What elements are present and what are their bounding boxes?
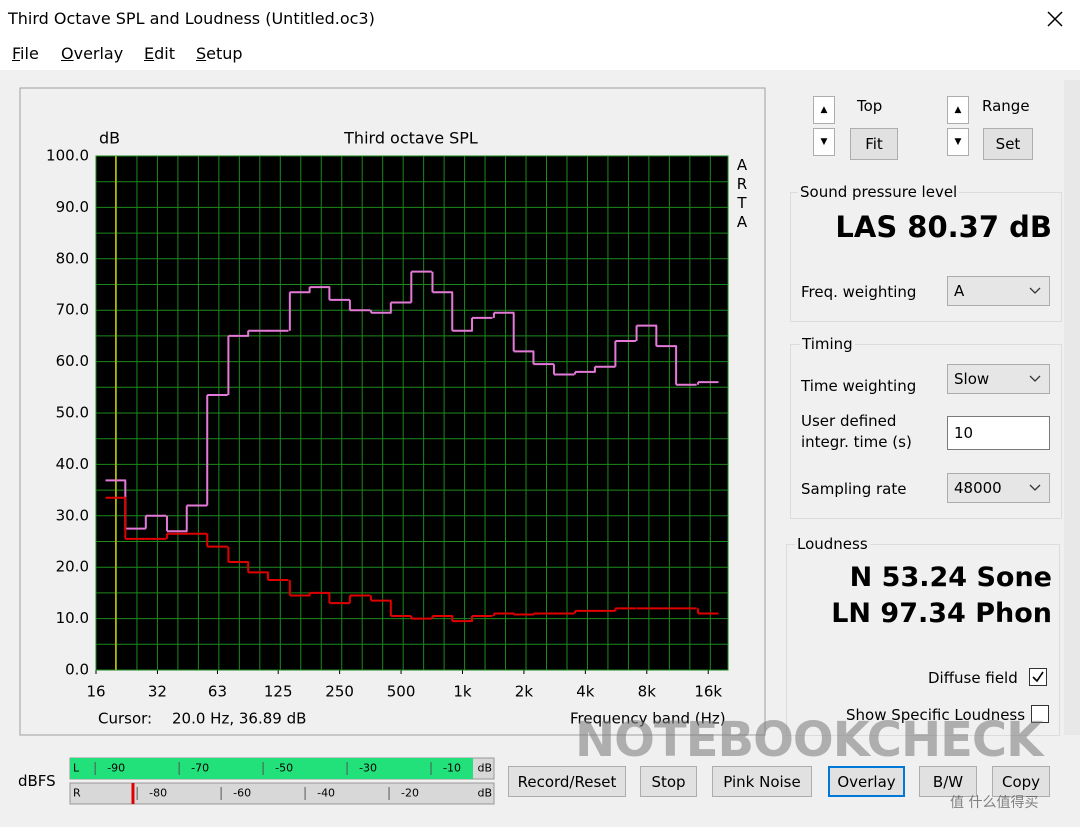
x-tick-label: 1k [453,683,472,701]
button[interactable]: B/W [919,766,977,797]
menu-item[interactable]: Edit [144,44,175,63]
spin-down[interactable]: ▼ [947,128,969,156]
meter-channel: R [73,787,81,800]
meter-tick-label: -30 [359,762,377,775]
group-title: Timing [800,335,855,353]
button[interactable]: Record/Reset [508,766,626,797]
x-tick-label: 500 [387,683,416,701]
spin-up[interactable]: ▲ [813,96,835,124]
checkbox-label: Diffuse field [928,669,1018,687]
y-tick-label: 60.0 [56,352,89,370]
y-tick-label: 80.0 [56,249,89,267]
meter-tick-label: -40 [317,787,335,800]
select-value: A [954,282,965,300]
meter-track [69,782,495,805]
y-tick-label: 40.0 [56,455,89,473]
y-tick-label: 0.0 [65,661,89,679]
x-tick-label: 16 [86,683,105,701]
time-weighting-select[interactable]: Slow [947,364,1050,394]
meter-end-label: dB [477,787,492,800]
menu-bar [0,40,1080,70]
loudness-n: N 53.24 Sone [849,562,1052,593]
checkbox-label: Show Specific Loudness [846,706,1026,724]
scrollbar [1064,80,1080,735]
field-label: User defined integr. time (s) [801,412,912,451]
x-tick-label: 32 [148,683,167,701]
x-tick-label: 2k [515,683,534,701]
y-tick-label: 50.0 [56,404,89,422]
meter-tick-label: -70 [191,762,209,775]
button[interactable]: Stop [640,766,697,797]
button[interactable]: Overlay [828,766,905,797]
spl-reading: LAS 80.37 dB [835,210,1052,244]
y-tick-label: 100.0 [46,147,89,165]
y-tick-label: 30.0 [56,506,89,524]
field-label: Sampling rate [801,480,907,498]
fit-button[interactable]: Fit [850,128,898,160]
y-tick-label: 90.0 [56,198,89,216]
timing-group [790,344,1062,519]
field-label: Freq. weighting [801,283,917,301]
range-label: Range [982,97,1030,115]
x-axis-label: Frequency band (Hz) [570,710,726,728]
select-value: Slow [954,370,990,388]
loudness-group [786,544,1060,736]
meter-tick-label: -80 [149,787,167,800]
watermark: 值 什么值得买 [950,795,1039,811]
meter-tick-label: -90 [107,762,125,775]
group-title: Loudness [795,535,870,553]
top-label: Top [857,97,883,115]
check-mark [1032,671,1044,683]
y-axis-label: dB [99,129,120,148]
x-tick-label: 125 [264,683,293,701]
watermark: NOTEBOOKCHECK [575,712,1043,768]
spin-down[interactable]: ▼ [813,128,835,156]
meter-label: dBFS [18,772,56,790]
weighting-select[interactable]: A [947,276,1050,306]
y-tick-label: 20.0 [56,558,89,576]
diffuse-checkbox[interactable] [1029,668,1047,686]
loudness-ln: LN 97.34 Phon [831,598,1052,629]
meter-marker [131,783,135,804]
x-tick-label: 250 [325,683,354,701]
x-tick-label: 16k [694,683,722,701]
spin-up[interactable]: ▲ [947,96,969,124]
button[interactable]: Pink Noise [712,766,812,797]
title-bar [0,0,1080,40]
meter-tick-label: -60 [233,787,251,800]
menu-item[interactable]: Setup [196,44,243,63]
x-tick-label: 4k [576,683,595,701]
cursor-readout: 20.0 Hz, 36.89 dB [172,710,306,728]
button[interactable]: Copy [992,766,1050,797]
menu-item[interactable]: Overlay [61,44,124,63]
meter-tick-label: -50 [275,762,293,775]
integration-input[interactable]: 10 [947,416,1050,450]
meter-tick-label: -20 [401,787,419,800]
cursor-label: Cursor: [98,710,152,728]
sampling-select[interactable]: 48000 [947,473,1050,503]
set-button[interactable]: Set [983,128,1033,160]
meter-tick-label: -10 [443,762,461,775]
meter-channel: L [73,762,80,775]
group-title: Sound pressure level [798,183,960,201]
menu-item[interactable]: File [12,44,39,63]
y-tick-label: 10.0 [56,609,89,627]
window-title: Third Octave SPL and Loudness (Untitled.… [8,9,375,28]
y-tick-label: 70.0 [56,301,89,319]
specific-checkbox[interactable] [1031,705,1049,723]
plot-frame [95,155,729,671]
meter-bar [70,758,474,779]
field-label: Time weighting [801,377,917,395]
x-tick-label: 63 [208,683,227,701]
close-button[interactable] [1046,10,1064,28]
x-tick-label: 8k [638,683,657,701]
chart-title: Third octave SPL [343,129,478,148]
meter-end-label: dB [477,762,492,775]
select-value: 48000 [954,479,1002,497]
